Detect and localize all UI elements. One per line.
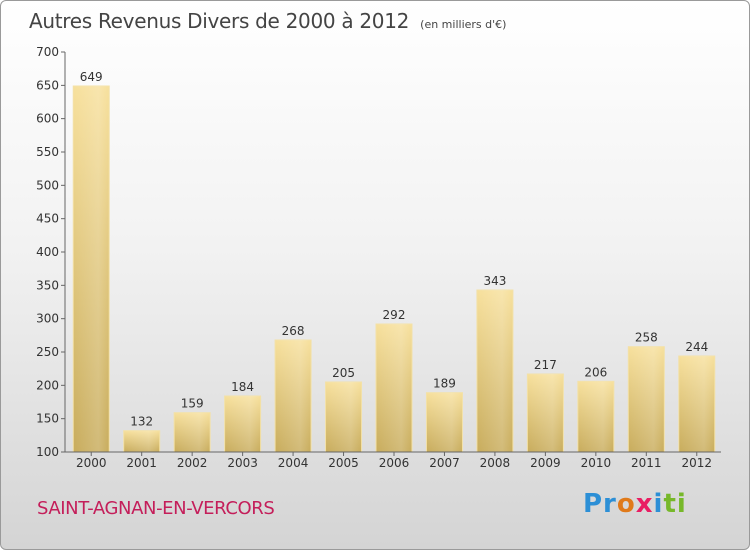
bar-shine [678,356,715,452]
y-tick-label: 500 [36,178,59,192]
bar-shine [426,392,463,452]
bar-shine [476,290,513,452]
y-tick-label: 200 [36,378,59,392]
bar-shine [376,324,412,452]
y-tick-label: 400 [36,245,59,259]
value-label: 217 [534,358,557,372]
y-tick-label: 300 [36,312,59,326]
y-tick-label: 350 [36,278,59,292]
x-tick-label: 2010 [581,456,612,470]
bar-shine [174,412,211,452]
value-labels: 649 132 159 184 268 205 292 189 343 217 206 258 244 [80,70,708,429]
x-tick-label: 2000 [76,456,107,470]
value-label: 159 [181,397,204,411]
y-tick-label: 600 [36,112,59,126]
bar-shine [325,382,362,452]
commune-name: SAINT-AGNAN-EN-VERCORS [37,498,275,519]
x-tick-label: 2006 [379,456,410,470]
proxiti-logo[interactable]: Proxiti [583,489,687,519]
y-tick-label: 700 [36,45,59,59]
y-tick-label: 150 [36,412,59,426]
bar-shine [123,430,160,452]
value-label: 189 [433,377,456,391]
x-tick-label: 2003 [227,456,258,470]
y-tick-label: 250 [36,345,59,359]
chart-subtitle: (en milliers d'€) [420,18,507,31]
y-tick-label: 650 [36,78,59,92]
value-label: 205 [332,366,355,380]
bar-shine [527,374,564,452]
bars-group [72,85,716,453]
value-label: 343 [483,274,506,288]
y-tick-label: 450 [36,212,59,226]
x-tick-label: 2007 [429,456,460,470]
value-label: 649 [80,70,103,84]
value-label: 292 [383,308,406,322]
value-label: 206 [584,365,607,379]
value-label: 184 [231,380,254,394]
y-axis-ticks: 100 150 200 250 300 350 400 450 500 550 600 650 700 [36,45,65,459]
value-label: 268 [282,324,305,338]
bar-shine [628,346,665,452]
x-tick-label: 2005 [328,456,359,470]
value-label: 244 [685,340,708,354]
x-tick-label: 2002 [177,456,208,470]
chart-title: Autres Revenus Divers de 2000 à 2012 (en… [29,9,506,33]
x-tick-label: 2011 [631,456,662,470]
bar-shine [577,381,614,452]
chart-title-text: Autres Revenus Divers de 2000 à 2012 [29,9,410,33]
bar-chart: 100150200250300350400450500550600650700 … [36,45,721,470]
value-label: 258 [635,331,658,345]
x-tick-label: 2008 [480,456,511,470]
y-tick-label: 100 [36,445,59,459]
x-tick-label: 2009 [530,456,561,470]
bar-shine [224,396,261,452]
y-tick-label: 550 [36,145,59,159]
x-axis-ticks: 2000 2001 2002 2003 2004 2005 2006 2007 2008 2009… [76,452,712,470]
x-tick-label: 2012 [681,456,712,470]
bar-shine [275,340,312,452]
x-tick-label: 2004 [278,456,309,470]
bar-shine [73,86,110,452]
x-tick-label: 2001 [126,456,157,470]
value-label: 132 [130,415,153,429]
